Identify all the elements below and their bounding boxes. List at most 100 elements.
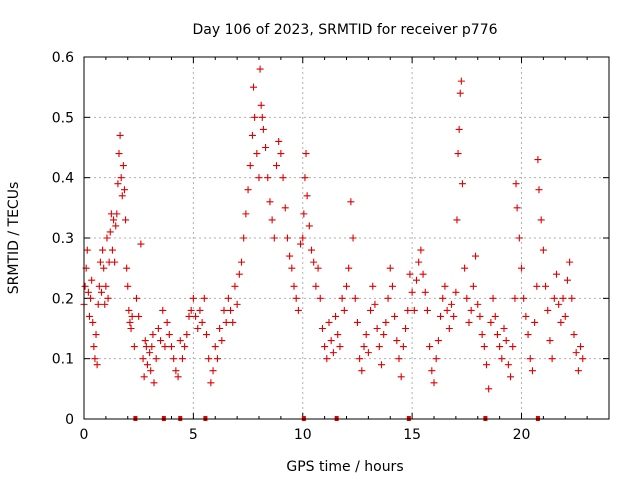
data-point	[95, 282, 103, 290]
data-point	[450, 312, 458, 320]
data-point	[535, 186, 543, 194]
data-point	[399, 343, 407, 351]
data-point	[211, 343, 219, 351]
data-point	[380, 331, 388, 339]
data-point	[108, 246, 116, 254]
data-point	[388, 282, 396, 290]
data-point	[437, 312, 445, 320]
data-point	[110, 216, 118, 224]
data-point	[434, 337, 442, 345]
data-point	[312, 282, 320, 290]
data-point	[453, 216, 461, 224]
data-point	[127, 325, 135, 332]
data-point	[515, 234, 523, 242]
data-point	[104, 294, 112, 302]
data-point	[406, 270, 414, 278]
data-point	[203, 331, 210, 339]
data-point	[115, 150, 123, 158]
data-point	[299, 234, 307, 242]
data-point	[362, 331, 370, 339]
data-point	[537, 216, 545, 224]
data-point	[161, 343, 169, 351]
data-point	[338, 294, 346, 302]
data-point	[90, 343, 98, 351]
data-point	[224, 294, 232, 302]
data-point	[207, 379, 215, 387]
data-point	[336, 343, 344, 351]
data-point	[303, 192, 311, 200]
data-point	[174, 373, 182, 381]
y-tick-label: 0.1	[52, 352, 74, 368]
data-point	[410, 306, 418, 314]
data-point	[100, 264, 108, 272]
data-point	[343, 282, 350, 290]
data-point	[455, 125, 463, 133]
data-point	[574, 367, 582, 375]
data-point	[233, 300, 241, 308]
data-point	[266, 198, 274, 206]
data-point	[509, 343, 517, 351]
data-point	[297, 240, 305, 248]
data-point	[308, 246, 315, 254]
data-point	[83, 246, 91, 254]
data-point	[112, 222, 120, 230]
data-point	[194, 325, 202, 332]
data-point	[557, 318, 565, 326]
y-tick-label: 0.4	[52, 171, 74, 187]
data-point	[408, 288, 416, 296]
data-point	[91, 355, 99, 363]
data-point	[301, 174, 309, 182]
axis-ticks: 0 0.1 0.2 0.3 0.4 0.5 0.6 0 5 10 15 20	[52, 50, 609, 443]
data-point	[421, 288, 429, 296]
data-point	[157, 337, 165, 345]
data-point	[472, 252, 480, 260]
data-point	[327, 337, 335, 345]
data-point	[544, 306, 552, 314]
data-point	[360, 343, 368, 351]
data-point	[288, 264, 296, 272]
data-point	[242, 210, 250, 218]
data-point	[507, 373, 515, 381]
data-point	[137, 240, 145, 248]
data-point	[189, 294, 197, 302]
data-point	[502, 337, 510, 345]
data-point	[89, 318, 97, 326]
data-point	[259, 125, 267, 133]
data-point	[140, 373, 148, 381]
data-point	[375, 343, 383, 351]
data-point	[513, 204, 521, 212]
data-point	[340, 306, 348, 314]
data-point	[391, 312, 399, 320]
data-point	[572, 349, 580, 357]
grid	[84, 57, 609, 419]
data-point	[88, 276, 96, 284]
data-point	[262, 144, 270, 151]
data-point	[163, 318, 171, 326]
data-point	[561, 312, 569, 320]
data-point	[500, 325, 508, 332]
data-point	[286, 252, 294, 260]
data-point	[566, 258, 574, 266]
data-point	[443, 306, 451, 314]
data-point	[367, 306, 375, 314]
data-point	[474, 300, 482, 308]
data-point	[498, 355, 506, 363]
data-point	[198, 318, 206, 326]
data-point	[321, 343, 329, 351]
x-tick-label: 15	[403, 427, 421, 443]
data-point	[216, 325, 224, 332]
data-point	[520, 294, 528, 302]
data-point	[220, 306, 228, 314]
data-point	[103, 234, 111, 242]
data-point	[238, 258, 245, 266]
data-point	[81, 282, 89, 290]
y-axis-label: SRMTID / TECUs	[6, 182, 22, 295]
data-point	[154, 325, 162, 332]
data-point	[240, 234, 248, 242]
data-point	[244, 186, 252, 194]
data-point	[504, 361, 512, 369]
data-point	[334, 331, 342, 339]
data-point	[102, 282, 110, 290]
data-point	[205, 355, 213, 363]
data-point	[413, 276, 420, 284]
